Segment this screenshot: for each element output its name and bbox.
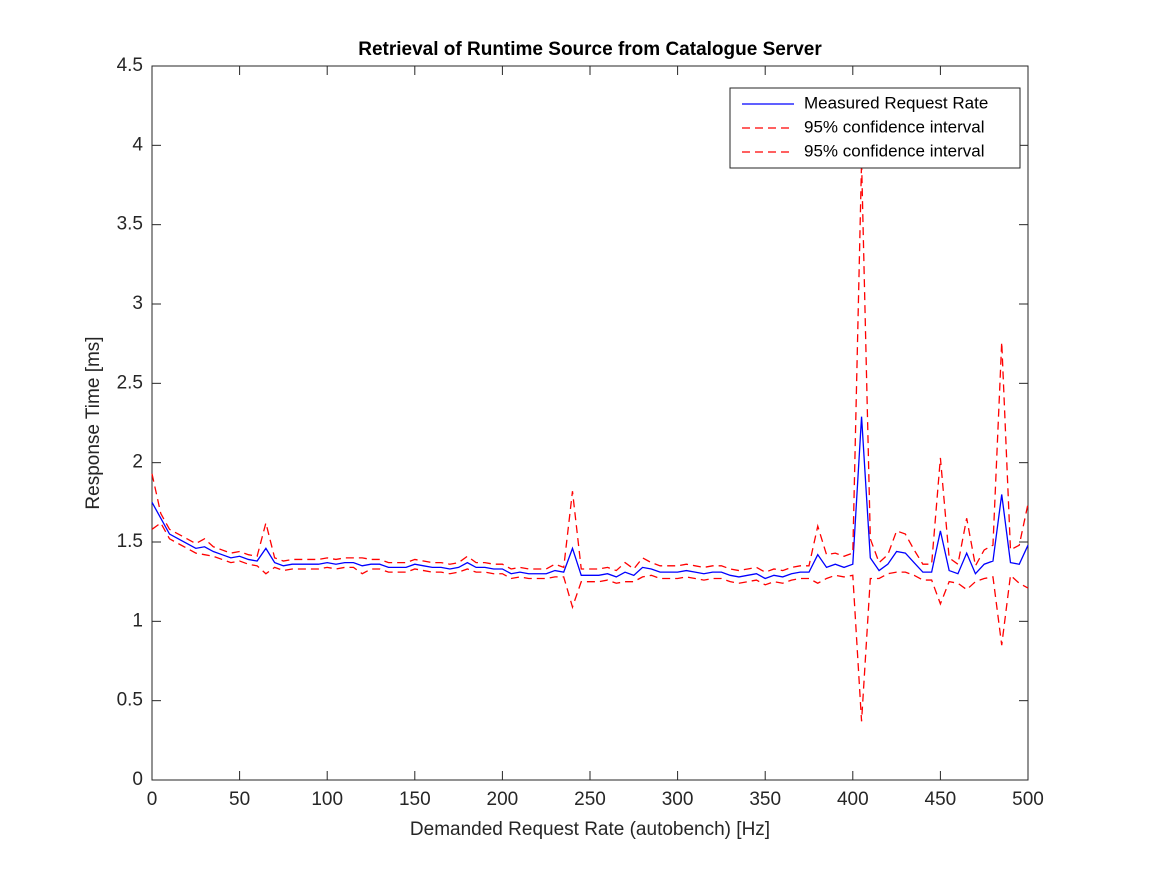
x-tick-label: 200 xyxy=(487,789,519,810)
x-tick-label: 500 xyxy=(1012,789,1044,810)
x-tick-label: 50 xyxy=(229,789,250,810)
y-tick-label: 2 xyxy=(132,452,143,473)
x-tick-label: 400 xyxy=(837,789,869,810)
y-tick-label: 3 xyxy=(132,293,143,314)
x-tick-label: 150 xyxy=(399,789,431,810)
y-tick-label: 1 xyxy=(132,610,143,631)
x-tick-label: 100 xyxy=(311,789,343,810)
x-tick-label: 0 xyxy=(147,789,158,810)
x-tick-label: 300 xyxy=(662,789,694,810)
legend-label: Measured Request Rate xyxy=(804,93,988,112)
x-axis-label: Demanded Request Rate (autobench) [Hz] xyxy=(410,819,770,840)
series-line xyxy=(151,416,1029,580)
y-tick-label: 1.5 xyxy=(117,531,143,552)
x-tick-label: 450 xyxy=(925,789,957,810)
y-tick-label: 2.5 xyxy=(117,372,143,393)
x-tick-label: 350 xyxy=(749,789,781,810)
series-line xyxy=(151,161,1029,573)
x-tick-label: 250 xyxy=(574,789,606,810)
legend-label: 95% confidence interval xyxy=(804,117,985,136)
y-tick-label: 4.5 xyxy=(117,55,143,76)
chart-title: Retrieval of Runtime Source from Catalog… xyxy=(358,39,822,60)
y-axis-label: Response Time [ms] xyxy=(83,336,104,509)
legend-box xyxy=(729,87,1021,169)
y-tick-label: 0.5 xyxy=(117,690,143,711)
legend-label: 95% confidence interval xyxy=(804,141,985,160)
y-tick-label: 3.5 xyxy=(117,214,143,235)
y-tick-label: 4 xyxy=(132,134,143,155)
series-line xyxy=(151,522,1029,722)
y-tick-label: 0 xyxy=(132,769,143,790)
